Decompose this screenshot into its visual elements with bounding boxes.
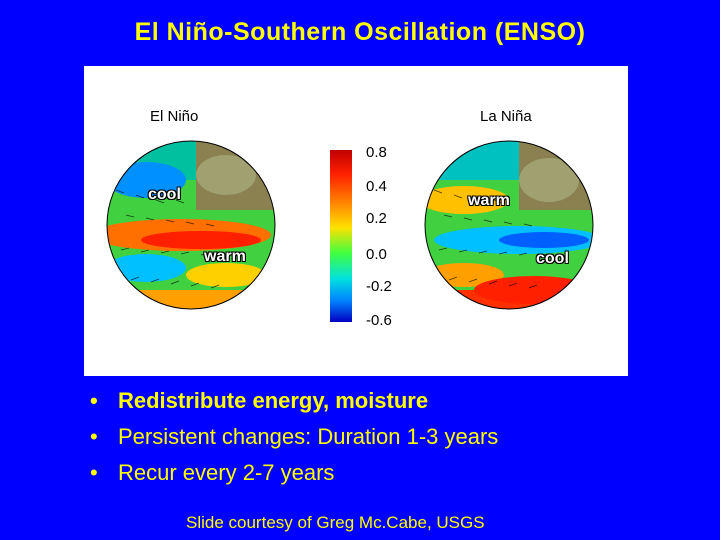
- colorbar-tick: 0.0: [366, 246, 387, 263]
- la-nina-label: La Niña: [480, 108, 532, 125]
- bullet-item: • Redistribute energy, moisture: [90, 386, 498, 422]
- colorbar-tick: 0.4: [366, 178, 387, 195]
- slide-credit: Slide courtesy of Greg Mc.Cabe, USGS: [186, 513, 485, 532]
- bullet-text: Persistent changes: Duration 1-3 years: [118, 424, 499, 449]
- el-nino-warm-tag: warm: [204, 248, 246, 265]
- bullet-item: • Persistent changes: Duration 1-3 years: [90, 422, 498, 458]
- la-nina-cool-tag: cool: [536, 250, 569, 267]
- el-nino-cool-tag: cool: [148, 186, 181, 203]
- enso-figure: El Niño La Niña cool warm 0.8 0.4 0.2 0.…: [84, 66, 628, 376]
- colorbar-tick: 0.8: [366, 144, 387, 161]
- colorbar-tick: 0.2: [366, 210, 387, 227]
- colorbar: [330, 150, 352, 322]
- la-nina-warm-tag: warm: [468, 192, 510, 209]
- bullet-text: Redistribute energy, moisture: [118, 388, 429, 413]
- colorbar-tick: -0.6: [366, 312, 392, 329]
- bullet-icon: •: [90, 388, 98, 413]
- bullet-icon: •: [90, 460, 98, 485]
- slide-title: El Niño-Southern Oscillation (ENSO): [134, 18, 586, 46]
- el-nino-globe: [106, 140, 276, 310]
- bullet-text: Recur every 2-7 years: [118, 460, 335, 485]
- bullet-icon: •: [90, 424, 98, 449]
- la-nina-globe: [424, 140, 594, 310]
- colorbar-tick: -0.2: [366, 278, 392, 295]
- bullet-item: • Recur every 2-7 years: [90, 458, 498, 494]
- bullet-list: • Redistribute energy, moisture • Persis…: [90, 386, 498, 494]
- el-nino-label: El Niño: [150, 108, 199, 125]
